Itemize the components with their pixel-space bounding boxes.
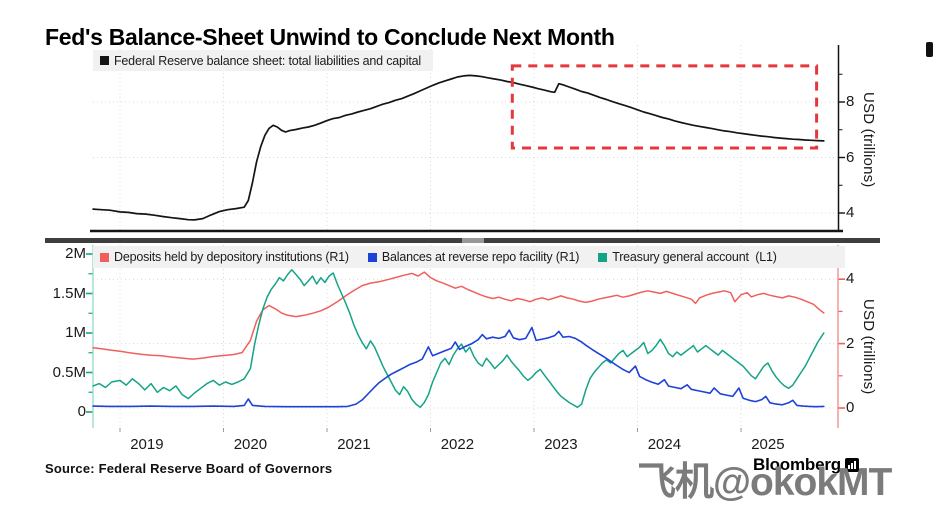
legend-label: Federal Reserve balance sheet: total lia… — [114, 53, 421, 68]
x-tick-label: 2023 — [544, 436, 578, 453]
bottom-left-y-tick-label: 1M — [65, 324, 86, 341]
bloomberg-terminal-icon — [844, 458, 859, 472]
panel-divider[interactable] — [45, 238, 880, 243]
bottom-left-y-tick-label: 1.5M — [52, 284, 86, 302]
legend-label: Treasury general account (L1) — [612, 250, 777, 264]
bottom-left-y-tick-label: 0.5M — [52, 363, 86, 381]
top-chart-legend: Federal Reserve balance sheet: total lia… — [93, 50, 433, 71]
panel-divider-handle[interactable] — [462, 238, 484, 243]
series-line-reverse-repo — [92, 326, 825, 408]
bottom-left-y-tick-label: 0 — [77, 403, 86, 420]
bottom-right-y-tick-label: 4 — [846, 270, 855, 288]
bloomberg-logo: Bloomberg — [753, 455, 859, 475]
top-y-tick-label: 8 — [846, 93, 855, 110]
x-tick-label: 2020 — [233, 436, 268, 453]
bottom-right-axis-title: USD (trillions) — [860, 299, 877, 395]
x-tick-label: 2022 — [440, 436, 475, 453]
bottom-left-y-tick-label: 2M — [65, 245, 86, 262]
top-right-axis-title: USD (trillions) — [860, 92, 877, 188]
legend-item-treasury-account[interactable]: Treasury general account (L1) — [598, 250, 777, 264]
page-title: Fed's Balance-Sheet Unwind to Conclude N… — [45, 24, 615, 51]
series-swatch-green — [598, 252, 608, 262]
legend-item-reverse-repo[interactable]: Balances at reverse repo facility (R1) — [367, 250, 580, 264]
series-swatch-blue — [367, 252, 377, 262]
source-line: Source: Federal Reserve Board of Governo… — [45, 461, 333, 476]
legend-item-deposits[interactable]: Deposits held by depository institutions… — [100, 250, 349, 264]
top-y-tick-label: 4 — [846, 204, 855, 221]
scrollbar-thumb[interactable] — [926, 42, 933, 57]
series-line-treasury-account — [92, 269, 825, 409]
legend-item-balance-sheet[interactable]: Federal Reserve balance sheet: total lia… — [100, 54, 421, 68]
series-swatch-black — [100, 56, 109, 65]
highlight-box — [510, 64, 819, 150]
series-swatch-red — [100, 252, 109, 262]
legend-label: Balances at reverse repo facility (R1) — [381, 250, 580, 264]
series-line-deposits — [92, 271, 825, 360]
x-tick-label: 2024 — [647, 436, 682, 453]
x-tick-label: 2019 — [130, 436, 164, 453]
bottom-right-y-tick-label: 0 — [846, 399, 855, 416]
top-y-tick-label: 6 — [846, 148, 855, 166]
series-line-balance-sheet — [92, 74, 825, 221]
bottom-right-y-tick-label: 2 — [846, 334, 855, 352]
x-tick-label: 2021 — [337, 436, 371, 453]
watermark-text: 飞机@okokMT — [637, 461, 892, 504]
x-tick-label: 2025 — [751, 436, 785, 453]
legend-label: Deposits held by depository institutions… — [114, 250, 349, 264]
bottom-chart-legend: Deposits held by depository institutions… — [93, 246, 845, 268]
bloomberg-logo-text: Bloomberg — [753, 455, 841, 474]
